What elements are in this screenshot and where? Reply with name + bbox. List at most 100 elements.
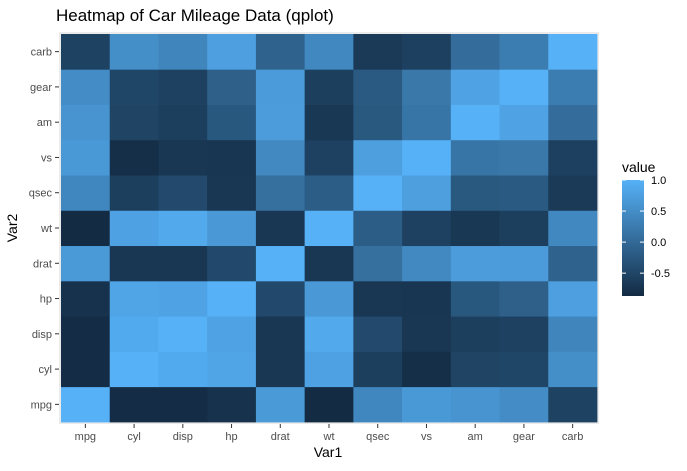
heatmap-cell-mpg-drat [61,245,111,282]
heatmap-cell-vs-carb [402,34,452,70]
y-axis-ticks: mpg cyl disp hp drat wt qsec vs am gear carb [29,47,59,411]
heatmap-cell-cyl-carb [109,34,159,70]
heatmap-cell-vs-mpg [402,386,452,423]
heatmap-cell-gear-wt [499,210,549,247]
heatmap-cell-mpg-cyl [61,351,111,388]
heatmap-cell-cyl-qsec [109,175,159,211]
heatmap-cell-cyl-wt [109,210,159,247]
heatmap-cell-qsec-mpg [353,386,403,423]
heatmap-cell-vs-vs [402,139,452,176]
heatmap-cell-qsec-qsec [353,175,403,211]
heatmap-cell-am-cyl [450,351,500,388]
heatmap-cell-vs-hp [402,280,452,317]
heatmap-cell-carb-cyl [548,351,598,388]
heatmap-cell-am-mpg [450,386,500,423]
legend-tick-label: 0.5 [651,206,666,218]
y-tick-label: cyl [39,364,52,376]
heatmap-cell-disp-mpg [158,386,208,423]
heatmap-cell-carb-wt [548,210,598,247]
y-tick-label: wt [40,223,52,235]
y-tick-label: hp [40,294,52,306]
x-tick-label: carb [562,431,583,443]
heatmap-cell-disp-wt [158,210,208,247]
y-tick-label: drat [33,258,52,270]
x-axis-title: Var1 [314,444,343,460]
heatmap-cell-drat-gear [255,69,306,105]
heatmap-cell-qsec-carb [353,34,403,70]
x-axis-ticks: mpg cyl disp hp drat wt qsec vs am gear carb [75,424,583,443]
y-tick-label: gear [30,82,52,94]
chart-title: Heatmap of Car Mileage Data (qplot) [56,6,334,25]
heatmap-cell-am-vs [450,139,500,176]
heatmap-cell-carb-am [548,104,598,141]
heatmap-cell-gear-mpg [499,386,549,423]
heatmap-cell-drat-wt [255,210,306,247]
heatmap-cell-drat-disp [255,316,306,352]
heatmap-cell-qsec-wt [353,210,403,247]
heatmap-cell-carb-drat [548,245,598,282]
heatmap-cell-am-qsec [450,175,500,211]
heatmap-cell-wt-qsec [304,175,354,211]
legend-colorbar [622,180,644,296]
heatmap-cells [61,34,598,423]
heatmap-cell-hp-mpg [207,386,257,423]
heatmap-cell-wt-gear [304,69,354,105]
heatmap-cell-cyl-disp [109,316,159,352]
heatmap-cell-cyl-cyl [109,351,159,388]
heatmap-cell-am-hp [450,280,500,317]
legend-title: value [622,159,656,175]
legend-tick-label: -0.5 [651,268,670,280]
y-tick-label: mpg [31,399,52,411]
heatmap-cell-mpg-hp [61,280,111,317]
heatmap-cell-gear-qsec [499,175,549,211]
x-tick-label: disp [173,431,193,443]
heatmap-cell-drat-am [255,104,306,141]
heatmap-cell-hp-am [207,104,257,141]
heatmap-cell-vs-disp [402,316,452,352]
heatmap-cell-am-carb [450,34,500,70]
heatmap-cell-carb-disp [548,316,598,352]
heatmap-cell-hp-vs [207,139,257,176]
heatmap-cell-drat-mpg [255,386,306,423]
legend-tick-label: 1.0 [651,175,666,187]
heatmap-cell-cyl-am [109,104,159,141]
heatmap-cell-carb-gear [548,69,598,105]
heatmap-cell-cyl-mpg [109,386,159,423]
heatmap-cell-hp-qsec [207,175,257,211]
heatmap-cell-disp-disp [158,316,208,352]
heatmap-cell-gear-drat [499,245,549,282]
heatmap-cell-mpg-am [61,104,111,141]
heatmap-cell-qsec-cyl [353,351,403,388]
legend-tick-label: 0.0 [651,237,666,249]
heatmap-cell-cyl-vs [109,139,159,176]
x-tick-label: cyl [127,431,140,443]
heatmap-cell-vs-am [402,104,452,141]
x-tick-label: vs [421,431,433,443]
x-tick-label: wt [323,431,335,443]
heatmap-cell-mpg-mpg [61,386,111,423]
heatmap-cell-wt-drat [304,245,354,282]
heatmap-cell-cyl-hp [109,280,159,317]
heatmap-cell-wt-am [304,104,354,141]
heatmap-cell-am-gear [450,69,500,105]
heatmap-cell-wt-disp [304,316,354,352]
heatmap-cell-gear-carb [499,34,549,70]
y-axis-title: Var2 [4,214,20,243]
legend-ticks: 1.0 0.5 0.0 -0.5 [622,175,670,280]
y-tick-label: carb [31,47,52,59]
heatmap-cell-wt-cyl [304,351,354,388]
heatmap-cell-vs-cyl [402,351,452,388]
heatmap-cell-gear-vs [499,139,549,176]
y-tick-label: disp [32,329,52,341]
heatmap-cell-drat-hp [255,280,306,317]
heatmap-cell-gear-cyl [499,351,549,388]
heatmap-cell-vs-drat [402,245,452,282]
heatmap-cell-wt-vs [304,139,354,176]
heatmap-cell-disp-drat [158,245,208,282]
y-tick-label: qsec [29,188,53,200]
x-tick-label: qsec [366,431,390,443]
heatmap-cell-qsec-am [353,104,403,141]
heatmap-cell-am-wt [450,210,500,247]
heatmap-cell-wt-carb [304,34,354,70]
